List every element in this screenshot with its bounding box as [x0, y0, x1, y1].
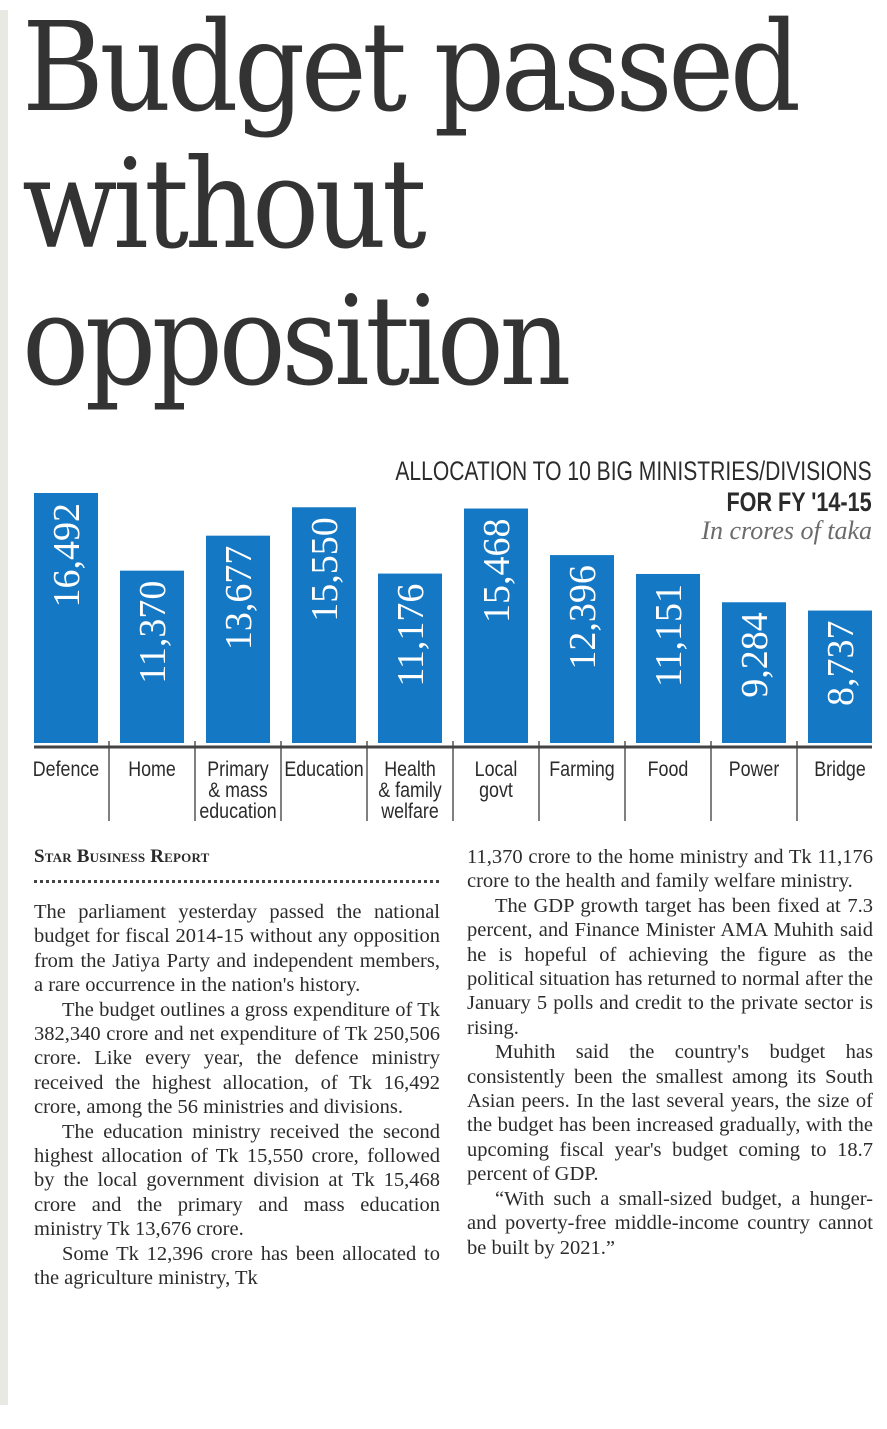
category-label: govt [479, 779, 513, 803]
category-label: & mass [208, 779, 268, 803]
chart-subtitle: FOR FY '14-15 [726, 487, 872, 517]
category-label: Home [128, 758, 176, 782]
bar-home [120, 570, 184, 743]
bar-food [636, 573, 700, 743]
bar-primary-mass-education [206, 535, 270, 743]
bar-local-govt [464, 508, 528, 743]
category-label: Food [648, 758, 689, 782]
bar-health-family-welfare [378, 573, 442, 743]
category-label: Primary [207, 758, 269, 782]
category-label: & family [378, 779, 442, 803]
bar-value-label: 12,396 [562, 565, 604, 670]
headline-line-1: Budget passed [22, 0, 801, 140]
bar-value-label: 8,737 [820, 621, 862, 707]
bar-value-label: 11,176 [390, 584, 432, 687]
bar-power [722, 602, 786, 743]
category-label: education [199, 800, 276, 824]
bar-education [292, 507, 356, 743]
bar-value-label: 11,151 [648, 584, 690, 687]
bar-value-label: 9,284 [734, 612, 776, 698]
paragraph: The parliament yesterday passed the nati… [34, 901, 440, 997]
bar-defence [34, 493, 98, 743]
bar-value-label: 15,550 [304, 517, 346, 622]
bar-value-label: 13,677 [218, 546, 260, 651]
bar-farming [550, 555, 614, 743]
category-label: Farming [549, 758, 614, 782]
category-label: Bridge [814, 758, 866, 782]
category-label: welfare [380, 800, 438, 824]
byline-divider [34, 872, 439, 883]
category-label: Defence [33, 758, 99, 782]
category-label: Health [384, 758, 436, 782]
headline-line-2: without [22, 133, 427, 277]
category-label: Local [475, 758, 518, 782]
category-label: Education [284, 758, 363, 782]
paragraph: Some Tk 12,396 crore has been allocated … [34, 1242, 440, 1290]
article-column-left: The parliament yesterday passed the nati… [34, 900, 440, 1291]
paragraph: Muhith said the country's budget has con… [467, 1041, 873, 1186]
bar-value-label: 15,468 [476, 519, 518, 624]
paragraph: The GDP growth target has been fixed at … [467, 894, 873, 1039]
article-column-right: 11,370 crore to the home ministry and Tk… [467, 845, 873, 1260]
bar-chart: 16,492 Defence 11,370 Home 13,677 Primary& ma… [33, 493, 872, 824]
chart-title: ALLOCATION TO 10 BIG MINISTRIES/DIVISION… [395, 456, 872, 486]
bar-bridge [808, 610, 872, 743]
chart-unit-note: In crores of taka [701, 516, 872, 545]
category-label: Power [729, 758, 780, 782]
paragraph: The budget outlines a gross expendi­ture… [34, 998, 440, 1119]
headline-line-3: opposition [22, 270, 571, 414]
paragraph: The education ministry received the seco… [34, 1120, 440, 1241]
byline: Star Business Report [34, 846, 210, 867]
paragraph: 11,370 crore to the home ministry and Tk… [467, 846, 873, 893]
chart-header: ALLOCATION TO 10 BIG MINISTRIES/DIVISION… [261, 456, 872, 545]
page-edge-strip [0, 10, 8, 1405]
headline: Budget passed without opposition [22, 0, 801, 414]
bar-value-label: 11,370 [132, 581, 174, 684]
paragraph: “With such a small-sized budget, a hunge… [467, 1187, 873, 1259]
bar-value-label: 16,492 [46, 503, 88, 608]
